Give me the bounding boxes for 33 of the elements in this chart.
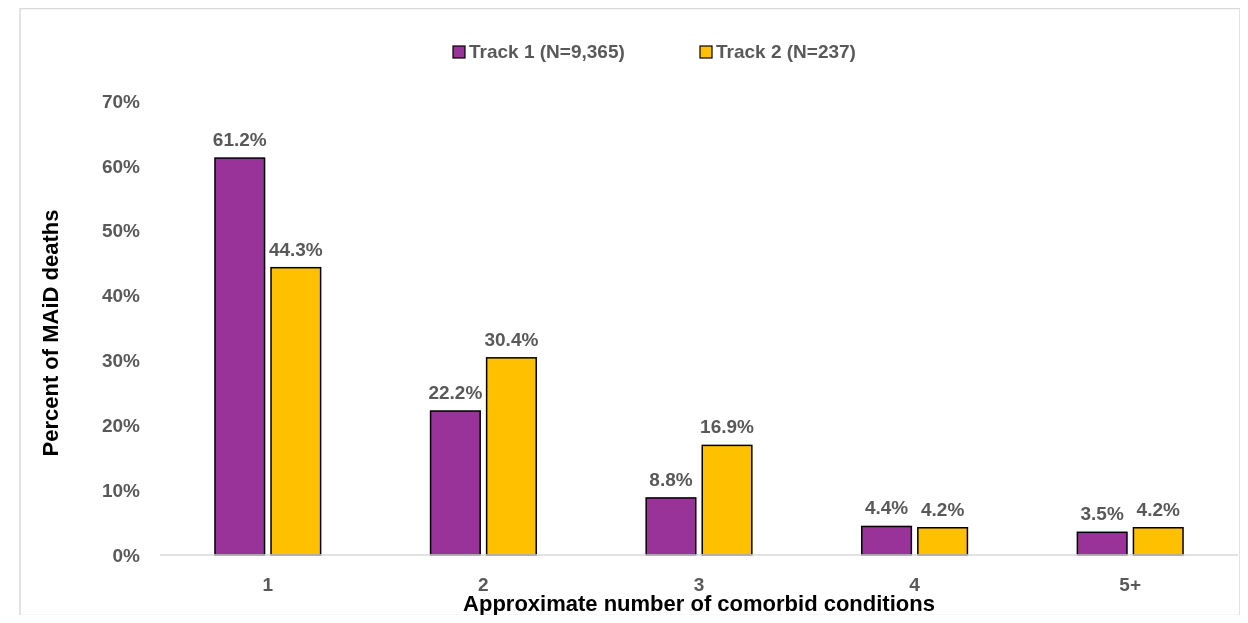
y-tick-label: 50%	[101, 220, 141, 242]
y-tick-label: 60%	[101, 155, 141, 177]
text: 61.2%	[212, 129, 267, 151]
y-tick-label: 40%	[101, 285, 141, 307]
bar	[214, 157, 266, 556]
bar	[485, 357, 537, 556]
y-tick-label: 30%	[101, 350, 141, 372]
text: 30.4%	[484, 328, 539, 350]
legend-label: Track 1 (N=9,365)	[469, 41, 625, 62]
text: 8.8%	[649, 468, 693, 490]
y-tick-label: 10%	[101, 479, 141, 501]
text: 44.3%	[268, 238, 323, 260]
legend-label: Track 2 (N=237)	[716, 41, 856, 62]
y-tick-label: 70%	[101, 90, 141, 112]
text: 4.4%	[864, 497, 909, 519]
bar	[645, 497, 697, 556]
bar	[861, 525, 913, 556]
y-tick-label: 20%	[101, 414, 141, 436]
text: 16.9%	[700, 416, 754, 438]
x-tick-label: 1	[262, 574, 274, 595]
text: 22.2%	[428, 382, 483, 404]
bar	[701, 444, 753, 556]
bar	[270, 266, 322, 556]
bar	[917, 527, 969, 556]
y-tick-label: 0%	[112, 544, 141, 566]
x-tick-label: 5+	[1119, 574, 1142, 595]
text: 4.2%	[1136, 498, 1180, 520]
bar	[429, 410, 481, 556]
bar	[1132, 527, 1184, 556]
y-axis-title: Percent of MAiD deaths	[38, 209, 63, 457]
bar	[1076, 531, 1128, 556]
text: 3.5%	[1080, 503, 1124, 525]
text: 4.2%	[920, 498, 965, 520]
